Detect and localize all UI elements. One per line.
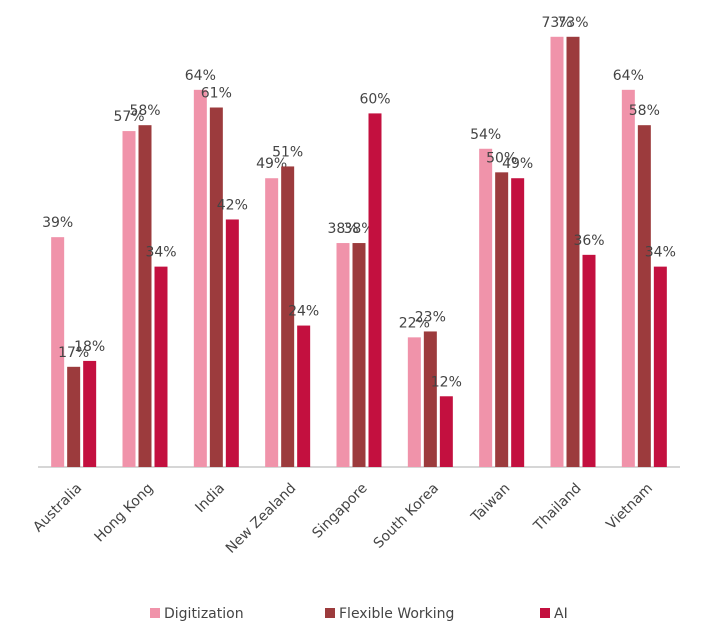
bar — [83, 360, 97, 467]
data-label: 36% — [573, 233, 604, 249]
data-label: 64% — [613, 68, 644, 84]
x-tick-label: New Zealand — [223, 480, 299, 556]
bar — [423, 331, 437, 467]
bar — [407, 337, 421, 467]
data-label: 17% — [58, 345, 89, 361]
bar — [352, 243, 366, 467]
data-label: 12% — [431, 374, 462, 390]
data-label: 49% — [502, 156, 533, 172]
bar — [297, 325, 311, 467]
data-label: 61% — [201, 86, 232, 102]
data-label: 22% — [399, 315, 430, 331]
data-label: 73% — [541, 15, 572, 31]
legend-label: AI — [554, 606, 568, 622]
x-tick-label: Taiwan — [468, 480, 514, 526]
x-tick-label: Thailand — [530, 480, 585, 535]
legend-swatch — [150, 608, 160, 618]
bar — [479, 148, 493, 467]
data-label: 73% — [557, 15, 588, 31]
legend-label: Digitization — [164, 606, 244, 622]
bar — [368, 113, 382, 468]
data-label: 64% — [185, 68, 216, 84]
data-label: 38% — [343, 221, 374, 237]
x-tick-label: Singapore — [309, 480, 370, 541]
x-tick-label: South Korea — [371, 480, 442, 551]
bar — [511, 178, 525, 467]
x-tick-label: Australia — [30, 480, 85, 535]
data-label: 54% — [470, 127, 501, 143]
bar — [582, 254, 596, 467]
legend-swatch — [325, 608, 335, 618]
bar — [154, 266, 168, 467]
bar — [225, 219, 239, 467]
bar — [265, 178, 279, 467]
legend-swatch — [540, 608, 550, 618]
bar — [495, 172, 509, 468]
bar — [439, 396, 453, 467]
bar — [336, 243, 350, 467]
bar — [637, 125, 651, 467]
data-label: 34% — [145, 245, 176, 261]
bar — [209, 107, 223, 468]
data-label: 38% — [327, 221, 358, 237]
bar — [566, 36, 580, 467]
bar — [122, 131, 136, 467]
data-label: 58% — [629, 103, 660, 119]
bar — [67, 366, 81, 467]
data-label: 23% — [415, 309, 446, 325]
legend-label: Flexible Working — [339, 606, 454, 622]
bar — [653, 266, 667, 467]
x-tick-label: Vietnam — [603, 480, 656, 533]
data-label: 24% — [288, 304, 319, 320]
bar — [138, 125, 152, 467]
data-label: 60% — [359, 91, 390, 107]
bar — [193, 89, 207, 468]
data-label: 51% — [272, 144, 303, 160]
bar — [621, 89, 635, 468]
data-label: 50% — [486, 150, 517, 166]
data-label: 58% — [129, 103, 160, 119]
bar — [51, 237, 65, 467]
bar — [550, 36, 564, 467]
data-label: 42% — [217, 197, 248, 213]
bar — [281, 166, 295, 467]
data-label: 39% — [42, 215, 73, 231]
data-label: 34% — [645, 245, 676, 261]
x-tick-label: India — [192, 480, 228, 516]
data-label: 57% — [113, 109, 144, 125]
x-tick-label: Hong Kong — [92, 480, 157, 545]
data-label: 18% — [74, 339, 105, 355]
data-label: 49% — [256, 156, 287, 172]
